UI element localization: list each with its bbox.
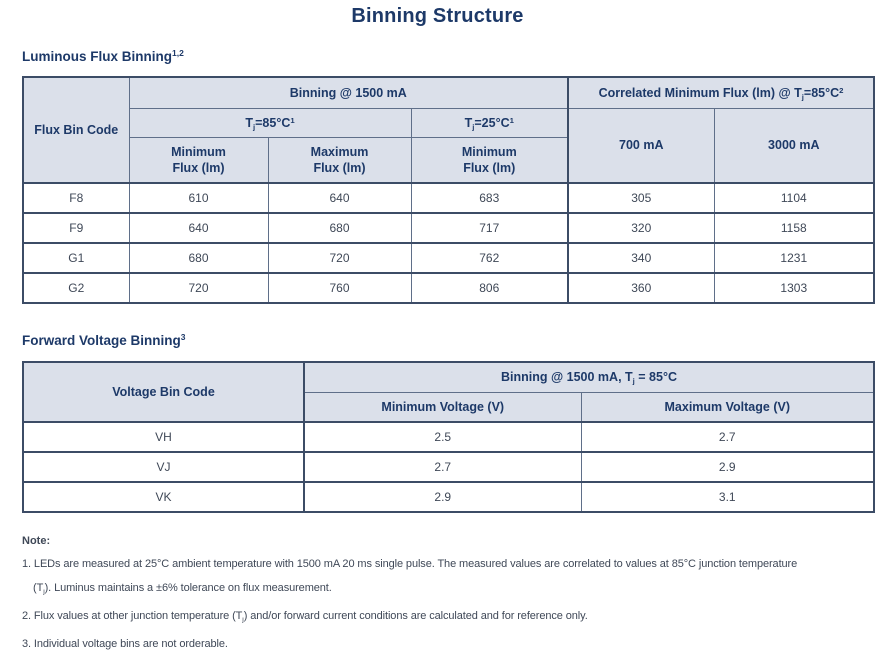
tj-25c-header: Tj=25°C1: [410, 107, 569, 138]
voltage-cell: 3.1: [580, 481, 875, 513]
notes-section: Note: 1. LEDs are measured at 25°C ambie…: [22, 535, 853, 652]
voltage-section-heading: Forward Voltage Binning3: [22, 333, 875, 348]
flux-cell: 1231: [713, 242, 875, 274]
voltage-bin-code: VJ: [22, 451, 305, 483]
flux-cell: 320: [567, 212, 715, 244]
flux-section-heading: Luminous Flux Binning1,2: [22, 49, 875, 64]
voltage-cell: 2.7: [303, 451, 582, 483]
flux-cell: 762: [410, 242, 569, 274]
flux-cell: 360: [567, 272, 715, 304]
min-voltage-header: Minimum Voltage (V): [303, 391, 582, 423]
notes-heading: Note:: [22, 535, 51, 547]
flux-cell: 683: [410, 182, 569, 214]
min-flux-85-header: Minimum Flux (lm): [128, 136, 269, 184]
flux-bin-code: G1: [22, 242, 130, 274]
forward-voltage-binning-table: Voltage Bin Code Binning @ 1500 mA, Tj =…: [22, 361, 875, 513]
col-700ma-header: 700 mA: [567, 107, 715, 184]
binning-1500ma-header: Binning @ 1500 mA: [128, 76, 569, 109]
voltage-cell: 2.9: [303, 481, 582, 513]
voltage-bin-code-header: Voltage Bin Code: [22, 361, 305, 423]
voltage-binning-header: Binning @ 1500 mA, Tj = 85°C: [303, 361, 875, 393]
voltage-table-row: VK 2.9 3.1: [22, 481, 875, 513]
flux-table-row: G2 720 760 806 360 1303: [22, 272, 875, 304]
flux-bin-code: F9: [22, 212, 130, 244]
flux-bin-code: G2: [22, 272, 130, 304]
flux-cell: 1158: [713, 212, 875, 244]
flux-cell: 610: [128, 182, 269, 214]
flux-section-heading-text: Luminous Flux Binning: [22, 49, 172, 64]
flux-cell: 760: [267, 272, 412, 304]
correlated-min-flux-header: Correlated Minimum Flux (lm) @ Tj=85°C2: [567, 76, 875, 109]
page-title: Binning Structure: [351, 5, 524, 27]
flux-cell: 680: [128, 242, 269, 274]
voltage-cell: 2.7: [580, 421, 875, 453]
voltage-table-row: VH 2.5 2.7: [22, 421, 875, 453]
tj-85c-header: Tj=85°C1: [128, 107, 412, 138]
flux-cell: 640: [128, 212, 269, 244]
flux-cell: 1303: [713, 272, 875, 304]
flux-cell: 340: [567, 242, 715, 274]
flux-cell: 720: [267, 242, 412, 274]
voltage-cell: 2.9: [580, 451, 875, 483]
note-2: 2. Flux values at other junction tempera…: [22, 610, 588, 624]
col-3000ma-header: 3000 mA: [713, 107, 875, 184]
voltage-bin-code: VH: [22, 421, 305, 453]
voltage-table-row: VJ 2.7 2.9: [22, 451, 875, 483]
flux-table-row: F8 610 640 683 305 1104: [22, 182, 875, 214]
flux-bin-code-header: Flux Bin Code: [22, 76, 130, 184]
voltage-cell: 2.5: [303, 421, 582, 453]
voltage-section-heading-text: Forward Voltage Binning: [22, 333, 181, 348]
note-1-line-2: (Tj). Luminus maintains a ±6% tolerance …: [33, 582, 332, 596]
note-3: 3. Individual voltage bins are not order…: [22, 638, 228, 650]
flux-bin-code: F8: [22, 182, 130, 214]
flux-cell: 1104: [713, 182, 875, 214]
luminous-flux-binning-table: Flux Bin Code Binning @ 1500 mA Correlat…: [22, 76, 875, 304]
flux-table-row: G1 680 720 762 340 1231: [22, 242, 875, 274]
flux-cell: 806: [410, 272, 569, 304]
max-voltage-header: Maximum Voltage (V): [580, 391, 875, 423]
note-1-line-1: 1. LEDs are measured at 25°C ambient tem…: [22, 558, 798, 570]
voltage-bin-code: VK: [22, 481, 305, 513]
flux-section-heading-footnote-ref: 1,2: [171, 48, 184, 58]
min-flux-25-header: Minimum Flux (lm): [410, 136, 569, 184]
voltage-section-heading-footnote-ref: 3: [180, 332, 186, 342]
flux-table-row: F9 640 680 717 320 1158: [22, 212, 875, 244]
flux-cell: 717: [410, 212, 569, 244]
max-flux-85-header: Maximum Flux (lm): [267, 136, 412, 184]
flux-cell: 640: [267, 182, 412, 214]
flux-cell: 305: [567, 182, 715, 214]
flux-cell: 720: [128, 272, 269, 304]
flux-cell: 680: [267, 212, 412, 244]
